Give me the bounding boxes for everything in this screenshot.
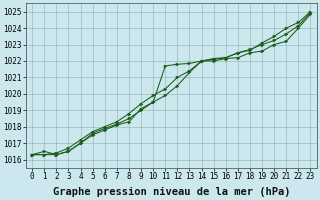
X-axis label: Graphe pression niveau de la mer (hPa): Graphe pression niveau de la mer (hPa)	[52, 186, 290, 197]
